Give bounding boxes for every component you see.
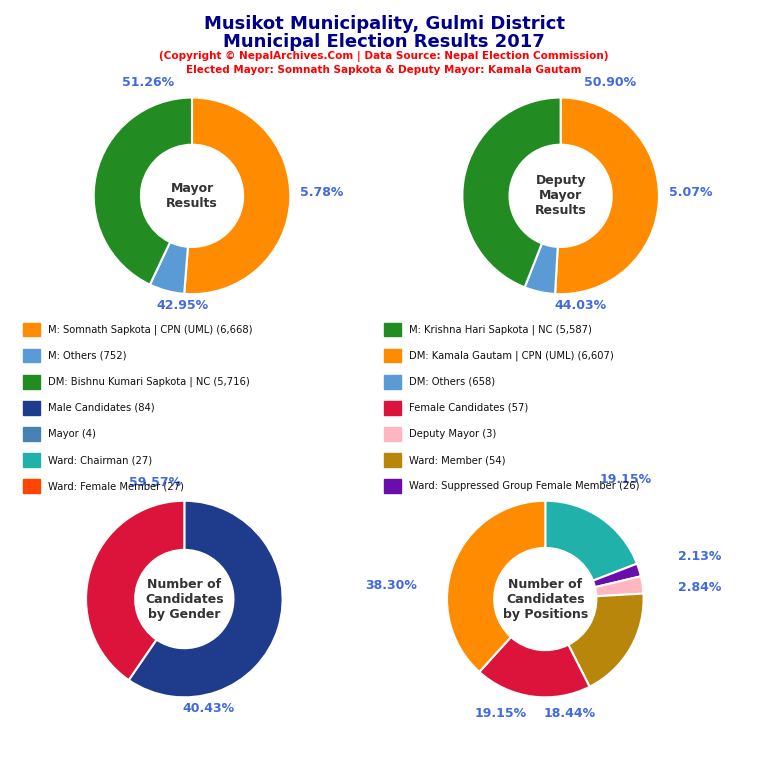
Wedge shape <box>593 564 641 588</box>
Text: Ward: Member (54): Ward: Member (54) <box>409 455 505 465</box>
Text: Number of
Candidates
by Positions: Number of Candidates by Positions <box>502 578 588 621</box>
Text: Male Candidates (84): Male Candidates (84) <box>48 402 154 413</box>
Text: DM: Others (658): DM: Others (658) <box>409 376 495 387</box>
Text: 2.84%: 2.84% <box>678 581 721 594</box>
Wedge shape <box>525 243 558 294</box>
Wedge shape <box>150 242 188 294</box>
Text: Number of
Candidates
by Gender: Number of Candidates by Gender <box>145 578 223 621</box>
Wedge shape <box>568 594 644 687</box>
Wedge shape <box>447 501 545 672</box>
Text: M: Somnath Sapkota | CPN (UML) (6,668): M: Somnath Sapkota | CPN (UML) (6,668) <box>48 324 252 335</box>
Wedge shape <box>462 98 561 287</box>
Text: M: Krishna Hari Sapkota | NC (5,587): M: Krishna Hari Sapkota | NC (5,587) <box>409 324 591 335</box>
Text: 59.57%: 59.57% <box>129 476 181 489</box>
Text: Elected Mayor: Somnath Sapkota & Deputy Mayor: Kamala Gautam: Elected Mayor: Somnath Sapkota & Deputy … <box>187 65 581 74</box>
Text: DM: Bishnu Kumari Sapkota | NC (5,716): DM: Bishnu Kumari Sapkota | NC (5,716) <box>48 376 250 387</box>
Wedge shape <box>595 576 644 596</box>
Text: 19.15%: 19.15% <box>475 707 527 720</box>
Wedge shape <box>86 501 184 680</box>
Wedge shape <box>184 98 290 294</box>
Text: Deputy
Mayor
Results: Deputy Mayor Results <box>535 174 587 217</box>
Text: M: Others (752): M: Others (752) <box>48 350 126 361</box>
Text: Mayor (4): Mayor (4) <box>48 429 95 439</box>
Text: 2.13%: 2.13% <box>678 550 721 563</box>
Text: Ward: Female Member (27): Ward: Female Member (27) <box>48 481 184 492</box>
Wedge shape <box>129 501 283 697</box>
Wedge shape <box>555 98 659 294</box>
Text: 38.30%: 38.30% <box>366 579 418 592</box>
Text: DM: Kamala Gautam | CPN (UML) (6,607): DM: Kamala Gautam | CPN (UML) (6,607) <box>409 350 614 361</box>
Text: 40.43%: 40.43% <box>183 702 235 715</box>
Wedge shape <box>479 637 590 697</box>
Wedge shape <box>94 98 192 285</box>
Text: Deputy Mayor (3): Deputy Mayor (3) <box>409 429 496 439</box>
Text: Mayor
Results: Mayor Results <box>166 182 218 210</box>
Text: 50.90%: 50.90% <box>584 76 636 89</box>
Text: Female Candidates (57): Female Candidates (57) <box>409 402 528 413</box>
Text: 42.95%: 42.95% <box>156 299 208 312</box>
Text: 44.03%: 44.03% <box>554 299 607 312</box>
Text: Ward: Suppressed Group Female Member (26): Ward: Suppressed Group Female Member (26… <box>409 481 639 492</box>
Text: Municipal Election Results 2017: Municipal Election Results 2017 <box>223 33 545 51</box>
Text: 5.07%: 5.07% <box>669 186 712 199</box>
Text: Musikot Municipality, Gulmi District: Musikot Municipality, Gulmi District <box>204 15 564 33</box>
Text: 19.15%: 19.15% <box>599 473 651 486</box>
Wedge shape <box>545 501 637 581</box>
Text: 5.78%: 5.78% <box>300 186 343 199</box>
Text: Ward: Chairman (27): Ward: Chairman (27) <box>48 455 152 465</box>
Text: 51.26%: 51.26% <box>121 76 174 89</box>
Text: 18.44%: 18.44% <box>544 707 596 720</box>
Text: (Copyright © NepalArchives.Com | Data Source: Nepal Election Commission): (Copyright © NepalArchives.Com | Data So… <box>159 51 609 61</box>
